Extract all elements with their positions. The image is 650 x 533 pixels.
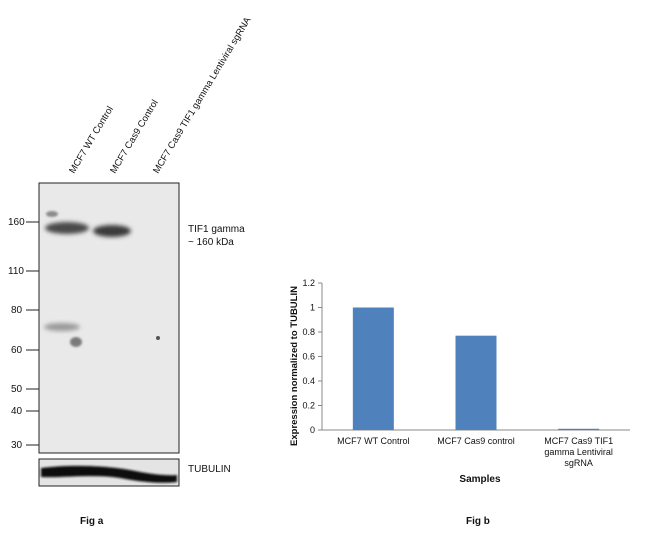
y-axis-title: Expression normalized to TUBULIN: [289, 286, 300, 446]
x-tick-label: gamma Lentiviral: [544, 447, 613, 457]
band-artifact: [46, 211, 58, 217]
bar-chart: Expression normalized to TUBULIN 0 0.2 0.4…: [289, 278, 630, 485]
y-tick-label: 0.2: [302, 401, 315, 411]
band-tif1-lane1: [45, 222, 89, 234]
bar: [455, 335, 497, 430]
marker-label: 160: [8, 217, 25, 228]
x-tick-label: MCF7 WT Control: [337, 436, 409, 446]
band-smear: [70, 337, 82, 347]
marker-label: 80: [11, 305, 23, 316]
figure-caption-b: Fig b: [466, 516, 490, 527]
y-tick-label: 0.8: [302, 327, 315, 337]
x-tick-label: sgRNA: [564, 458, 593, 468]
y-tick-label: 1: [310, 303, 315, 313]
band-label-size: ~ 160 kDa: [188, 237, 234, 248]
bar: [352, 307, 394, 430]
figure-caption-a: Fig a: [80, 516, 104, 527]
x-tick-labels: MCF7 WT Control MCF7 Cas9 control MCF7 Cas…: [337, 436, 613, 468]
y-tick-label: 0.4: [302, 376, 315, 386]
marker-label: 60: [11, 345, 23, 356]
x-tick-label: MCF7 Cas9 control: [437, 436, 515, 446]
tubulin-label: TUBULIN: [188, 464, 231, 475]
band-dot: [156, 336, 160, 340]
y-tick-label: 0.6: [302, 352, 315, 362]
western-blot-panel: MCF7 WT Control MCF7 Cas9 Control MCF7 C…: [8, 15, 254, 527]
bar: [558, 428, 600, 430]
band-tif1-lane2: [93, 225, 131, 237]
marker-ladder: 160 110 80 60 50 40 30: [8, 217, 39, 451]
marker-label: 110: [8, 266, 24, 277]
x-axis-title: Samples: [459, 474, 501, 485]
lane-label: MCF7 WT Control: [67, 104, 116, 175]
band-smear: [44, 323, 80, 331]
tubulin-band: [41, 465, 177, 483]
marker-label: 40: [11, 406, 23, 417]
y-tick-label: 0: [310, 425, 315, 435]
bars: [352, 307, 600, 430]
lane-label: MCF7 Cas9 TIF1 gamma Lentiviral sgRNA: [151, 15, 254, 176]
x-tick-label: MCF7 Cas9 TIF1: [544, 436, 613, 446]
marker-label: 50: [11, 384, 23, 395]
marker-label: 30: [11, 440, 23, 451]
lane-label: MCF7 Cas9 Control: [108, 98, 161, 176]
y-ticks: 0 0.2 0.4 0.6 0.8 1 1.2: [302, 278, 322, 435]
y-tick-label: 1.2: [302, 278, 315, 288]
band-label: TIF1 gamma: [188, 224, 245, 235]
